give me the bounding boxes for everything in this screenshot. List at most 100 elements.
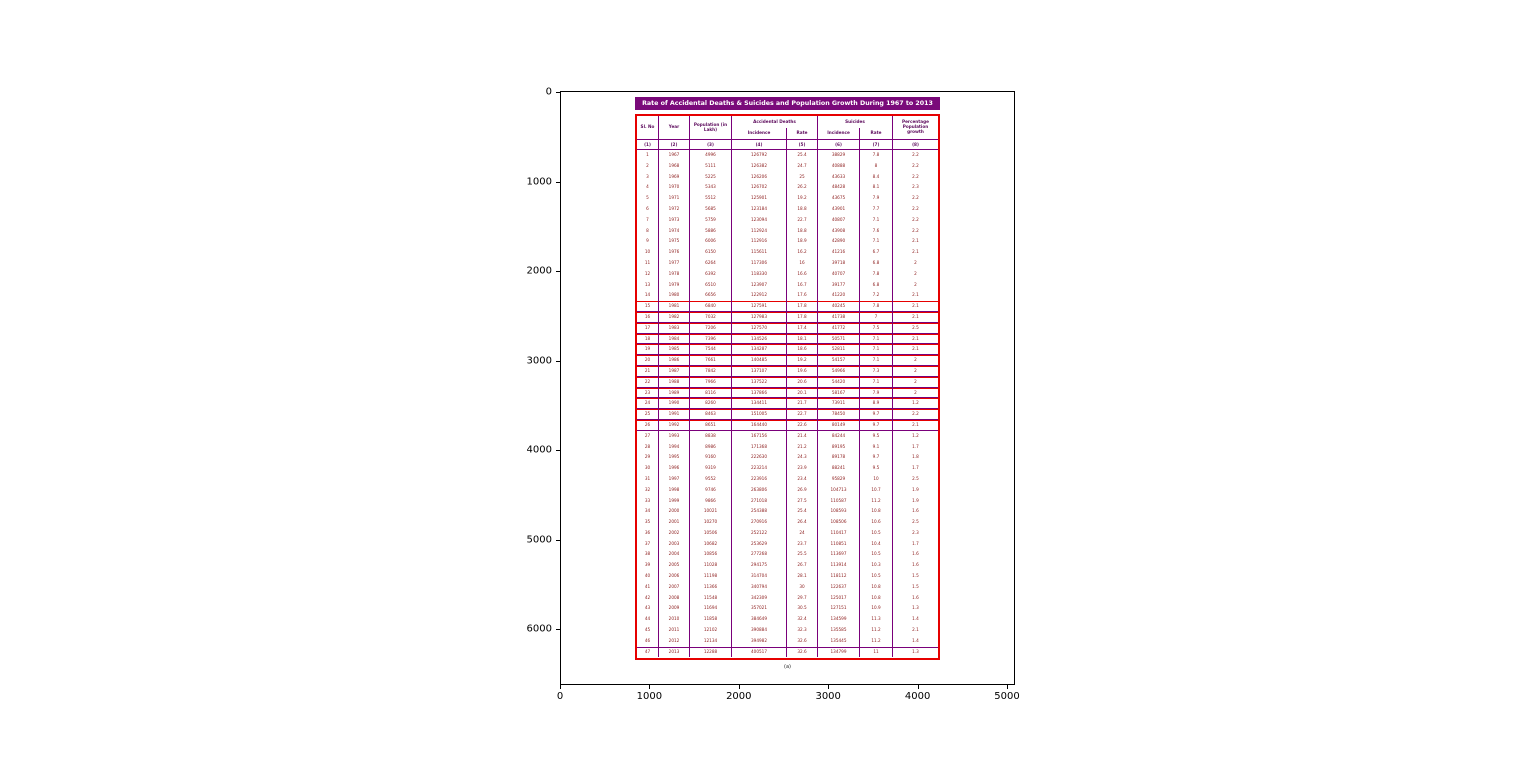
table-cell: 13 (637, 279, 659, 291)
table-cell: 1994 (659, 441, 690, 453)
table-cell: 6.7 (860, 247, 893, 258)
table-cell: 21 (637, 365, 659, 377)
table-cell: 1.5 (912, 583, 919, 589)
table-cell: 42890 (818, 236, 860, 248)
table-cell: 1.3 (912, 648, 919, 654)
table-cell: 2.2 (912, 216, 919, 222)
table-cell: 1995 (659, 452, 690, 464)
table-cell: 11694 (690, 603, 732, 615)
x-tick-mark (738, 685, 740, 689)
table-cell: 18 (637, 333, 659, 345)
table-cell: 10.3 (860, 560, 893, 572)
table-cell: 39718 (818, 257, 860, 269)
table-cell: 2.2 (912, 227, 919, 233)
table-cell: 271018 (732, 495, 787, 507)
table-cell: 89195 (818, 441, 860, 453)
table-cell: 11 (637, 257, 659, 269)
y-tick-mark (556, 450, 560, 451)
table-cell: 7.8 (860, 268, 893, 280)
table-cell: 10.7 (860, 484, 893, 496)
table-cell: 28 (637, 441, 659, 453)
table-cell: 6656 (690, 290, 732, 302)
table-row: 27 1993 8838 167156 21.4 84244 9.5 1.2 (637, 430, 938, 442)
header-year: Year (659, 116, 690, 139)
table-cell: 19.2 (787, 193, 818, 204)
table-cell: 2 (637, 160, 659, 172)
table-cell: 1973 (659, 214, 690, 226)
table-cell: 127591 (732, 301, 787, 312)
table-cell: 23.7 (787, 538, 818, 550)
table-cell: 1.9 (912, 486, 919, 492)
table-cell: 9.5 (860, 430, 893, 442)
table-cell: 19 (637, 344, 659, 356)
table-cell: 123907 (732, 279, 787, 291)
table-cell: 2.3 (912, 529, 919, 535)
table-row: 16 1982 7032 127983 17.8 41738 7 2.1 (637, 311, 938, 323)
x-tick-mark (649, 685, 651, 689)
table-cell: 2003 (659, 538, 690, 550)
table-cell: 39 (637, 560, 659, 572)
table-row: 6 1972 5685 123184 18.8 43901 7.7 2.2 (637, 203, 938, 215)
table-cell: 1984 (659, 333, 690, 345)
table-cell: 7206 (690, 322, 732, 334)
table-cell: 6.8 (860, 279, 893, 291)
table-cell: 10.5 (860, 527, 893, 539)
table-cell: 1974 (659, 225, 690, 237)
table-cell: 10.8 (860, 581, 893, 593)
table-cell: 73911 (818, 398, 860, 410)
table-cell: 20 (637, 355, 659, 366)
table-cell: 108593 (818, 506, 860, 518)
table-cell: 6840 (690, 301, 732, 312)
table-cell: 15 (637, 301, 659, 312)
table-cell: 28.1 (787, 571, 818, 582)
table-cell: 110587 (818, 495, 860, 507)
table-cell: 1.5 (912, 573, 919, 579)
table-cell: 44 (637, 614, 659, 626)
table-row: 31 1997 9552 223916 23.4 95829 10 2.5 (637, 473, 938, 485)
table-cell: 127570 (732, 322, 787, 334)
table-cell: 10.4 (860, 538, 893, 550)
table-row: 38 2004 10856 277268 25.5 113697 10.5 1.6 (637, 549, 938, 561)
table-cell: 2002 (659, 527, 690, 539)
table-cell: 95829 (818, 473, 860, 485)
table-cell: 2.5 (912, 519, 919, 525)
table-cell: 24 (787, 527, 818, 539)
table-cell: 1982 (659, 311, 690, 323)
table-cell: 10682 (690, 538, 732, 550)
table-row: 20 1986 7661 140485 19.2 54157 7.1 2 (637, 355, 938, 366)
table-cell: 31 (637, 473, 659, 485)
table-row: 25 1991 8463 151005 22.7 78450 9.7 2.2 (637, 409, 938, 420)
table-cell: 2.1 (912, 313, 919, 319)
table-cell: 11.3 (860, 614, 893, 626)
header-growth: Percentage Population growth (902, 119, 929, 134)
table-cell: 23.9 (787, 463, 818, 474)
table-cell: 7966 (690, 376, 732, 388)
table-cell: 10.8 (860, 592, 893, 604)
table-cell: 7.9 (860, 193, 893, 204)
x-tick-label: 4000 (904, 691, 931, 702)
x-tick-mark (1007, 685, 1008, 689)
table-cell: 11198 (690, 571, 732, 582)
table-cell: 7661 (690, 355, 732, 366)
table-cell: 127983 (732, 311, 787, 323)
table-cell: 10 (860, 473, 893, 485)
table-cell: 22.7 (787, 409, 818, 420)
table-row: 29 1995 9160 222630 24.3 89178 9.7 1.8 (637, 452, 938, 464)
table-cell: 9319 (690, 463, 732, 474)
table-cell: 135585 (818, 625, 860, 636)
table-cell: 134287 (732, 344, 787, 356)
table-cell: 78450 (818, 409, 860, 420)
table-cell: 6510 (690, 279, 732, 291)
table-cell: 113697 (818, 549, 860, 561)
table-cell: 2 (914, 389, 917, 395)
table-cell: 34 (637, 506, 659, 518)
table-cell: 2010 (659, 614, 690, 626)
table-cell: 1992 (659, 419, 690, 431)
table-cell: 1972 (659, 203, 690, 215)
table-cell: 9.7 (860, 452, 893, 464)
table-cell: 20.1 (787, 387, 818, 399)
table-cell: 1981 (659, 301, 690, 312)
table-cell: 122912 (732, 290, 787, 302)
table-cell: 1986 (659, 355, 690, 366)
table-cell: 8260 (690, 398, 732, 410)
